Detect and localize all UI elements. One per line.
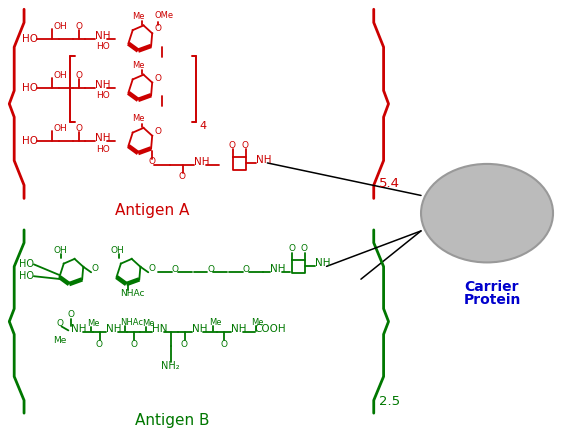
Text: O: O xyxy=(130,340,137,349)
Text: O: O xyxy=(56,319,63,328)
Text: HN: HN xyxy=(152,324,168,335)
Text: O: O xyxy=(242,141,249,150)
Text: HO: HO xyxy=(22,136,38,146)
Text: NH: NH xyxy=(106,324,121,335)
Text: OH: OH xyxy=(54,22,68,31)
Text: Me: Me xyxy=(133,12,145,21)
Text: O: O xyxy=(229,141,236,150)
Text: NH: NH xyxy=(72,324,87,335)
Text: NHAc: NHAc xyxy=(120,289,145,298)
Text: HO: HO xyxy=(22,83,38,93)
Text: O: O xyxy=(154,127,161,136)
Text: NH: NH xyxy=(191,324,207,335)
Ellipse shape xyxy=(421,164,553,262)
Text: HO: HO xyxy=(19,259,34,270)
Text: O: O xyxy=(243,265,250,274)
Text: Me: Me xyxy=(251,318,264,327)
Text: O: O xyxy=(180,340,187,349)
Text: NH: NH xyxy=(95,80,111,90)
Text: O: O xyxy=(75,124,82,133)
Text: NH₂: NH₂ xyxy=(161,361,180,371)
Text: Carrier: Carrier xyxy=(464,280,519,294)
Text: Me: Me xyxy=(142,319,155,328)
Text: NH: NH xyxy=(95,133,111,143)
Text: COOH: COOH xyxy=(254,324,286,335)
Text: O: O xyxy=(154,25,161,34)
Text: O: O xyxy=(301,244,308,253)
Text: O: O xyxy=(154,74,161,83)
Text: Me: Me xyxy=(54,336,67,345)
Text: NH: NH xyxy=(255,155,271,165)
Text: Antigen B: Antigen B xyxy=(134,412,209,427)
Text: Antigen A: Antigen A xyxy=(115,203,189,218)
Text: O: O xyxy=(75,22,82,31)
Text: O: O xyxy=(91,264,98,273)
Text: 5.4: 5.4 xyxy=(379,177,400,190)
Text: rTT-Hc: rTT-Hc xyxy=(460,206,514,221)
Text: O: O xyxy=(172,265,179,274)
Text: HO: HO xyxy=(22,34,38,44)
Text: HO: HO xyxy=(19,271,34,281)
Text: 2.5: 2.5 xyxy=(379,395,400,408)
Text: Me: Me xyxy=(133,61,145,70)
Text: OH: OH xyxy=(54,246,68,255)
Text: O: O xyxy=(220,340,227,349)
Text: Me: Me xyxy=(133,114,145,123)
Text: O: O xyxy=(68,310,74,319)
Text: OH: OH xyxy=(54,124,68,133)
Text: HO: HO xyxy=(96,92,110,101)
Text: O: O xyxy=(288,244,295,253)
Text: O: O xyxy=(207,265,214,274)
Text: NH: NH xyxy=(315,258,330,268)
Text: OMe: OMe xyxy=(154,11,173,20)
Text: NHAc: NHAc xyxy=(120,318,144,327)
Text: 4: 4 xyxy=(200,122,207,132)
Text: O: O xyxy=(148,157,155,166)
Text: O: O xyxy=(179,172,186,181)
Text: NH: NH xyxy=(231,324,246,335)
Text: NH: NH xyxy=(95,31,111,41)
Text: OH: OH xyxy=(111,246,125,255)
Text: OH: OH xyxy=(54,71,68,80)
Text: O: O xyxy=(96,340,103,349)
Text: Me: Me xyxy=(87,319,100,328)
Text: NH: NH xyxy=(194,157,210,167)
Text: HO: HO xyxy=(96,42,110,51)
Text: Protein: Protein xyxy=(463,293,521,307)
Text: NH: NH xyxy=(271,264,286,274)
Text: O: O xyxy=(75,71,82,80)
Text: O: O xyxy=(148,264,155,273)
Text: Me: Me xyxy=(210,318,222,327)
Text: HO: HO xyxy=(96,144,110,154)
